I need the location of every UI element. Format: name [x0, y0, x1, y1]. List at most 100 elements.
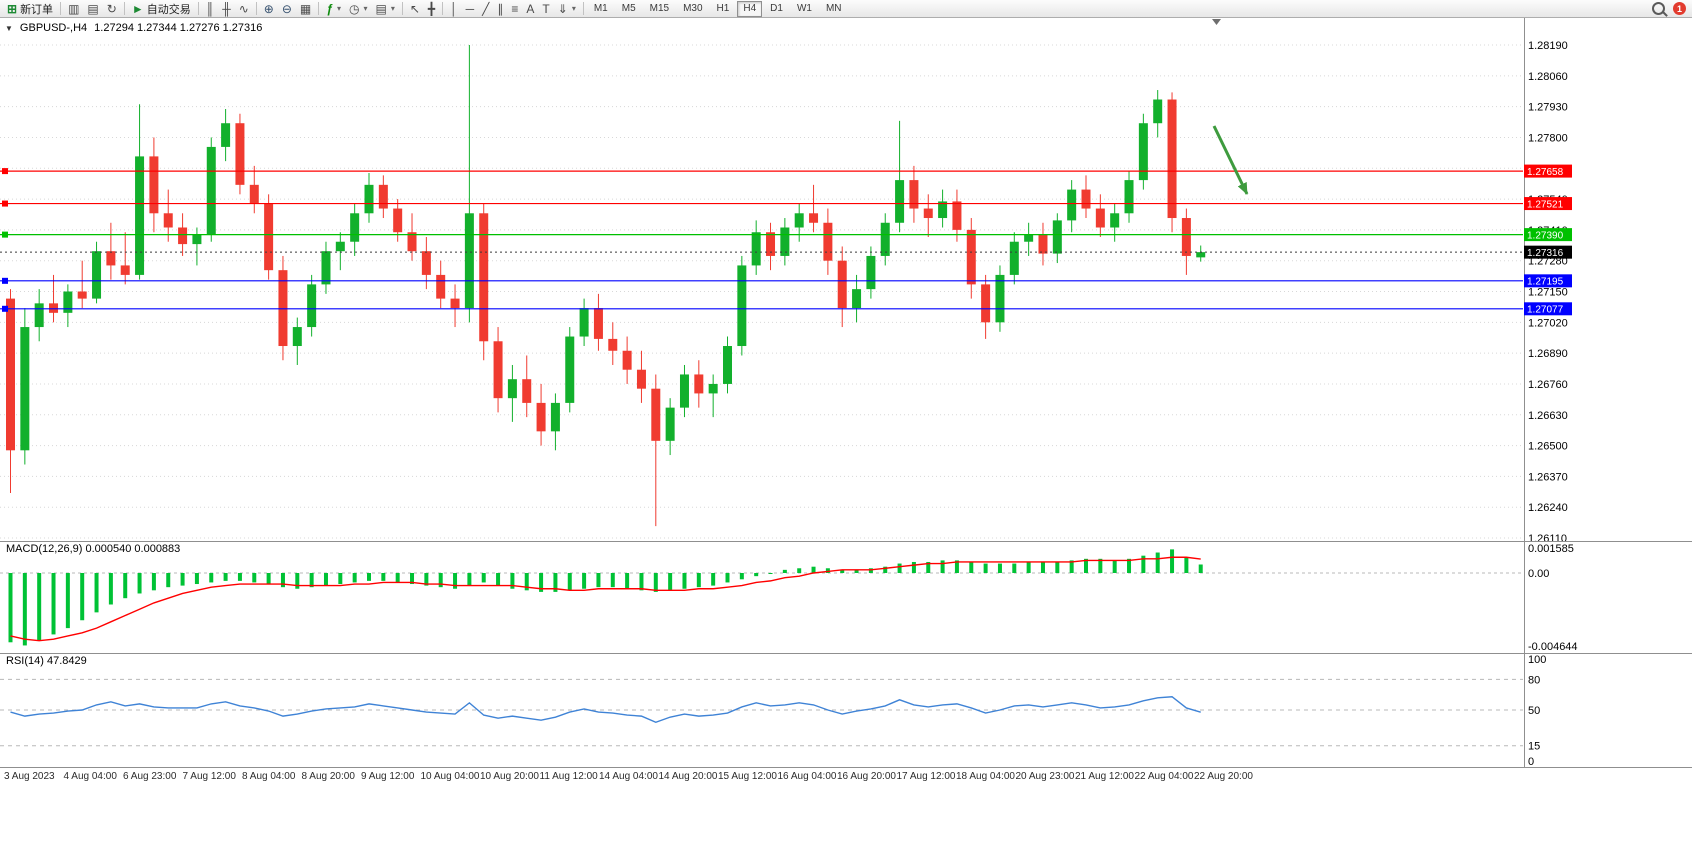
channel-icon: ∥: [497, 1, 504, 16]
text-label-icon: T: [542, 1, 550, 16]
periods-button[interactable]: ◷: [345, 1, 372, 17]
notification-badge[interactable]: 1: [1673, 2, 1686, 15]
timeframe-d1[interactable]: D1: [770, 2, 783, 14]
text-button[interactable]: A: [522, 1, 538, 17]
refresh-button[interactable]: ↻: [103, 1, 121, 17]
time-label: 14 Aug 20:00: [658, 771, 718, 782]
svg-text:1.26760: 1.26760: [1528, 379, 1568, 391]
time-label: 14 Aug 04:00: [599, 771, 658, 782]
candle: [708, 383, 718, 394]
chart-window: 1.281901.280601.279301.278001.276701.275…: [0, 18, 1692, 849]
candle: [77, 291, 87, 299]
timeframe-m15[interactable]: M15: [649, 2, 670, 14]
time-label: 11 Aug 12:00: [539, 771, 598, 782]
timeframe-m5[interactable]: M5: [621, 2, 636, 14]
candle: [780, 227, 790, 256]
label-button[interactable]: T: [538, 1, 553, 17]
vertical-line-button[interactable]: │: [446, 1, 462, 17]
bar-chart-button[interactable]: ║: [202, 1, 219, 17]
svg-text:1.26890: 1.26890: [1528, 348, 1568, 360]
profiles-button[interactable]: ▤: [83, 1, 102, 17]
candle: [307, 284, 317, 328]
rsi-indicator[interactable]: 100 80 50 15 0: [0, 653, 1692, 767]
channel-button[interactable]: ∥: [493, 1, 507, 17]
arrows-button[interactable]: ⇓: [554, 1, 580, 17]
new-order-icon: ⊞: [7, 1, 18, 16]
search-icon[interactable]: [1652, 2, 1665, 15]
candle: [565, 336, 575, 403]
crosshair-icon: ╋: [427, 1, 436, 16]
timeframe-m1[interactable]: M1: [593, 2, 608, 14]
annotation-arrow[interactable]: [1212, 125, 1249, 195]
candle: [106, 251, 116, 266]
candle: [995, 274, 1005, 323]
horizontal-line-button[interactable]: ─: [462, 1, 479, 17]
candle: [1095, 208, 1105, 228]
macd-label: MACD(12,26,9) 0.000540 0.000883: [6, 543, 181, 555]
crosshair-button[interactable]: ╋: [424, 1, 439, 17]
timeframe-m30[interactable]: M30: [683, 2, 703, 14]
candle: [1081, 189, 1091, 209]
trendline-button[interactable]: ╱: [478, 1, 493, 17]
candle: [938, 201, 948, 219]
timeframe-mn[interactable]: MN: [825, 2, 842, 14]
candle: [507, 379, 517, 399]
candle: [49, 303, 59, 313]
candle: [1024, 234, 1034, 242]
new-chart-button[interactable]: ▥: [64, 1, 83, 17]
zoom-out-button[interactable]: ⊖: [278, 1, 296, 17]
candle: [593, 308, 603, 339]
svg-text:1.27280: 1.27280: [1528, 256, 1568, 268]
cursor-button[interactable]: ↖: [406, 1, 424, 17]
candle: [766, 232, 776, 256]
time-label: 9 Aug 12:00: [361, 771, 415, 782]
macd-indicator[interactable]: 0.001585 0.00 -0.004644: [0, 541, 1692, 653]
svg-text:-0.004644: -0.004644: [1528, 641, 1578, 653]
toolbar-divider: [255, 2, 257, 15]
candle: [479, 213, 489, 342]
tile-windows-button[interactable]: ▦: [296, 1, 315, 17]
horizontal-lines[interactable]: [0, 168, 1523, 312]
autotrading-button[interactable]: ► 自动交易: [128, 1, 195, 17]
trendline-icon: ╱: [482, 1, 490, 16]
candle: [163, 213, 173, 228]
timeframe-h1[interactable]: H1: [716, 2, 730, 14]
svg-text:1.26630: 1.26630: [1528, 410, 1568, 422]
chart-shift-marker[interactable]: [1212, 19, 1221, 25]
line-chart-button[interactable]: ∿: [235, 1, 253, 17]
candle: [364, 184, 374, 214]
fibonacci-button[interactable]: ≡: [507, 1, 522, 17]
fibonacci-icon: ≡: [511, 1, 519, 16]
timeframe-w1[interactable]: W1: [796, 2, 812, 14]
candle: [378, 184, 388, 209]
bars-icon: ║: [205, 1, 215, 16]
collapse-arrow-icon[interactable]: ▼: [5, 23, 13, 33]
new-order-button[interactable]: ⊞ 新订单: [3, 1, 57, 17]
candlestick-chart-button[interactable]: ╫: [218, 1, 235, 17]
candle: [895, 180, 905, 223]
zoom-in-button[interactable]: ⊕: [260, 1, 278, 17]
new-chart-icon: ▥: [68, 1, 80, 16]
arrows-tool-icon: ⇓: [557, 1, 568, 16]
candle: [1181, 218, 1191, 256]
candle: [579, 308, 589, 337]
candle: [522, 379, 532, 403]
timeframe-h4[interactable]: H4: [737, 0, 763, 17]
candle: [235, 123, 245, 185]
rsi-line: [10, 696, 1201, 723]
candle: [622, 350, 632, 370]
candlestick-chart[interactable]: 1.281901.280601.279301.278001.276701.275…: [0, 18, 1692, 541]
candle: [1124, 180, 1134, 214]
time-label: 4 Aug 04:00: [63, 771, 117, 782]
candle: [464, 213, 474, 309]
templates-button[interactable]: ▤: [371, 1, 398, 17]
macd-panel: 0.001585 0.00 -0.004644 MACD(12,26,9) 0.00…: [0, 541, 1692, 653]
candle: [493, 341, 503, 399]
candle: [135, 156, 145, 275]
time-axis[interactable]: 3 Aug 2023 4 Aug 04:00 6 Aug 23:00 7 Aug 12…: [0, 767, 1692, 849]
svg-text:1.27930: 1.27930: [1528, 102, 1568, 114]
toolbar-divider: [123, 2, 125, 15]
time-label: 10 Aug 20:00: [480, 771, 539, 782]
indicators-button[interactable]: ƒ: [322, 1, 345, 17]
time-label: 8 Aug 20:00: [301, 771, 355, 782]
